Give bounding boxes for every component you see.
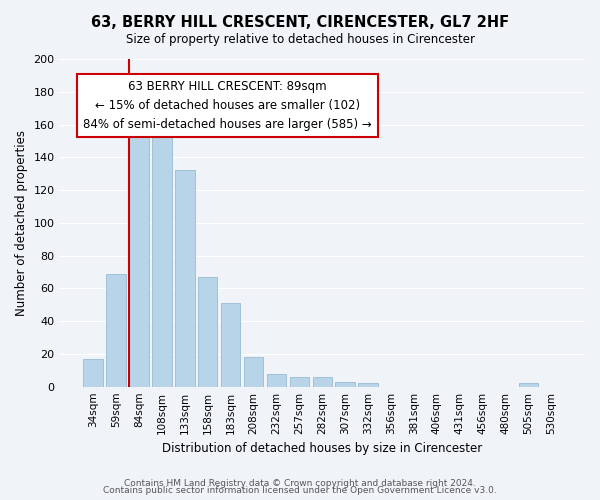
Text: 63 BERRY HILL CRESCENT: 89sqm
← 15% of detached houses are smaller (102)
84% of : 63 BERRY HILL CRESCENT: 89sqm ← 15% of d… [83,80,372,132]
Text: Contains HM Land Registry data © Crown copyright and database right 2024.: Contains HM Land Registry data © Crown c… [124,478,476,488]
Bar [152,120,172,386]
X-axis label: Distribution of detached houses by size in Cirencester: Distribution of detached houses by size … [162,442,482,455]
Bar [335,382,355,386]
Bar [221,303,241,386]
Bar [129,124,149,386]
Bar [267,374,286,386]
Bar [290,377,309,386]
Text: Size of property relative to detached houses in Cirencester: Size of property relative to detached ho… [125,32,475,46]
Bar [244,357,263,386]
Bar [83,359,103,386]
Bar [106,274,126,386]
Bar [358,384,378,386]
Text: 63, BERRY HILL CRESCENT, CIRENCESTER, GL7 2HF: 63, BERRY HILL CRESCENT, CIRENCESTER, GL… [91,15,509,30]
Bar [519,384,538,386]
Text: Contains public sector information licensed under the Open Government Licence v3: Contains public sector information licen… [103,486,497,495]
Bar [175,170,194,386]
Y-axis label: Number of detached properties: Number of detached properties [15,130,28,316]
Bar [198,277,217,386]
Bar [313,377,332,386]
